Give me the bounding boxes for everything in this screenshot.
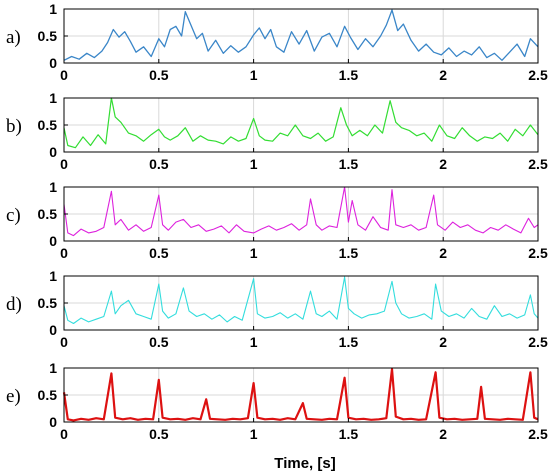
series-line-e (62, 368, 539, 422)
x-tick-label: 0.5 (149, 426, 169, 442)
panel-label: b) (6, 116, 22, 137)
x-axis-label: Time, [s] (274, 455, 335, 472)
x-tick-label: 0.5 (149, 245, 169, 261)
y-tick-label: 0 (49, 144, 57, 160)
y-tick-label: 0.5 (38, 117, 58, 133)
y-tick-label: 0 (49, 322, 57, 338)
x-tick-label: 2.5 (528, 334, 548, 350)
x-tick-label: 0.5 (149, 67, 169, 83)
y-tick-label: 0 (49, 55, 57, 71)
y-tick-label: 0 (49, 233, 57, 249)
x-tick-label: 2.5 (528, 245, 548, 261)
x-tick-label: 0.5 (149, 156, 169, 172)
x-tick-label: 2 (439, 245, 447, 261)
x-tick-label: 2 (439, 67, 447, 83)
y-tick-label: 0.5 (38, 387, 58, 403)
x-tick-label: 1.5 (339, 426, 359, 442)
x-tick-label: 1.5 (339, 245, 359, 261)
y-tick-label: 0.5 (38, 206, 58, 222)
y-tick-label: 1 (49, 90, 57, 106)
x-tick-label: 1 (250, 245, 258, 261)
series-line-d (63, 276, 539, 325)
y-tick-label: 1 (49, 179, 57, 195)
y-tick-label: 1 (49, 360, 57, 376)
x-tick-label: 0.5 (149, 334, 169, 350)
y-tick-label: 1 (49, 1, 57, 17)
y-tick-label: 0 (49, 414, 57, 430)
series-line-c (63, 186, 539, 237)
x-tick-label: 1 (250, 67, 258, 83)
x-tick-label: 1.5 (339, 156, 359, 172)
panel-label: a) (6, 27, 21, 48)
x-tick-label: 2.5 (528, 156, 548, 172)
x-tick-label: 0 (60, 334, 68, 350)
x-tick-label: 2 (439, 426, 447, 442)
x-tick-label: 1.5 (339, 67, 359, 83)
panel-label: e) (6, 386, 21, 407)
panel-label: c) (6, 205, 21, 226)
x-tick-label: 1 (250, 334, 258, 350)
x-tick-label: 0 (60, 156, 68, 172)
x-tick-label: 0 (60, 426, 68, 442)
x-tick-label: 1 (250, 426, 258, 442)
series-line-b (63, 97, 539, 149)
y-tick-label: 0.5 (38, 28, 58, 44)
x-tick-label: 2.5 (528, 426, 548, 442)
panel-label: d) (6, 294, 22, 315)
x-tick-label: 2.5 (528, 67, 548, 83)
x-tick-label: 0 (60, 67, 68, 83)
y-tick-label: 1 (49, 268, 57, 284)
x-tick-label: 1.5 (339, 334, 359, 350)
x-tick-label: 0 (60, 245, 68, 261)
y-tick-label: 0.5 (38, 295, 58, 311)
x-tick-label: 2 (439, 156, 447, 172)
series-line-a (63, 9, 539, 61)
x-tick-label: 1 (250, 156, 258, 172)
x-tick-label: 2 (439, 334, 447, 350)
